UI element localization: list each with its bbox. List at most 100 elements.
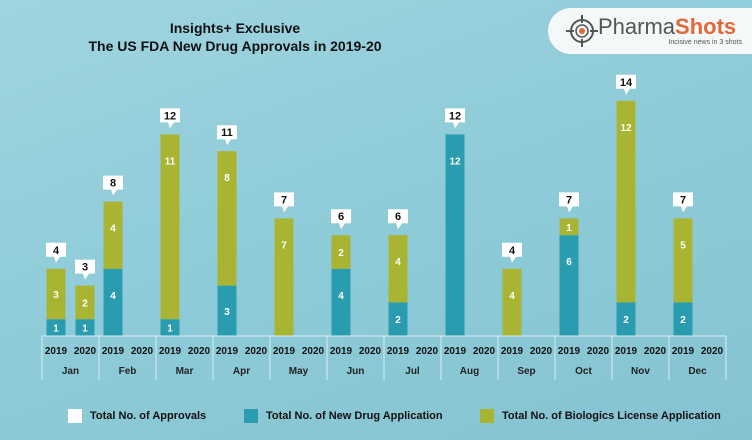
bar-nda	[46, 319, 66, 336]
bar-label-bla: 12	[620, 123, 632, 134]
logo-tagline: Incisive news in 3 shots	[668, 39, 742, 46]
bar-label-nda: 6	[566, 257, 572, 268]
year-label: 2019	[216, 346, 239, 357]
bar-nda	[160, 319, 180, 336]
bar-label-nda: 4	[110, 291, 116, 302]
total-label: 6	[338, 211, 344, 223]
bar-nda	[388, 302, 408, 336]
bar-bla	[559, 218, 579, 236]
total-label: 6	[395, 211, 401, 223]
total-callout	[445, 108, 465, 129]
total-callout	[46, 242, 66, 263]
year-label: 2020	[416, 346, 439, 357]
bar-bla	[160, 134, 180, 320]
bar-label-bla: 2	[338, 248, 344, 259]
total-label: 12	[164, 110, 176, 122]
month-label: Jan	[62, 366, 79, 377]
total-callout	[103, 175, 123, 196]
bar-label-bla: 4	[395, 257, 401, 268]
legend-item-bla: Total No. of Biologics License Applicati…	[480, 409, 721, 423]
year-label: 2019	[45, 346, 68, 357]
month-label: Aug	[460, 366, 479, 377]
total-callout	[75, 259, 95, 280]
bar-label-bla: 5	[680, 240, 686, 251]
bar-bla	[331, 235, 351, 269]
total-callout	[559, 192, 579, 213]
year-label: 2019	[102, 346, 125, 357]
year-label: 2020	[644, 346, 667, 357]
bar-label-bla: 3	[53, 290, 59, 301]
bar-bla	[75, 285, 95, 320]
bar-bla	[673, 218, 693, 303]
total-label: 11	[221, 127, 233, 139]
legend-item-total: Total No. of Approvals	[68, 409, 206, 423]
month-label: Jul	[405, 366, 420, 377]
year-label: 2020	[74, 346, 97, 357]
bar-label-bla: 7	[281, 240, 287, 251]
total-label: 14	[620, 77, 633, 89]
bar-nda	[331, 268, 351, 336]
total-label: 3	[82, 262, 88, 274]
bar-nda	[673, 302, 693, 336]
bar-label-nda: 12	[449, 156, 461, 167]
bar-label-bla: 4	[110, 224, 116, 235]
bar-bla	[388, 235, 408, 303]
total-label: 7	[680, 194, 686, 206]
year-label: 2020	[473, 346, 496, 357]
bar-nda	[616, 302, 636, 336]
bar-label-nda: 2	[395, 315, 401, 326]
year-label: 2020	[188, 346, 211, 357]
chart-supertitle: Insights+ Exclusive	[169, 20, 301, 36]
bar-bla	[502, 268, 522, 336]
chart-title: The US FDA New Drug Approvals in 2019-20	[88, 38, 382, 54]
bar-nda	[217, 285, 237, 336]
bar-bla	[217, 151, 237, 286]
year-label: 2020	[131, 346, 154, 357]
year-label: 2019	[387, 346, 410, 357]
bar-label-nda: 4	[338, 291, 344, 302]
total-label: 7	[566, 194, 572, 206]
year-label: 2019	[615, 346, 638, 357]
total-label: 4	[509, 245, 516, 257]
pharmashots-logo: PharmaShots Incisive news in 3 shots	[548, 8, 752, 54]
year-label: 2020	[245, 346, 268, 357]
bar-bla	[616, 100, 636, 303]
total-callout	[616, 74, 636, 95]
year-label: 2020	[359, 346, 382, 357]
month-label: Nov	[631, 366, 650, 377]
total-callout	[217, 125, 237, 146]
bar-label-bla: 11	[165, 156, 176, 167]
legend-item-nda: Total No. of New Drug Application	[244, 409, 443, 423]
legend-swatch-nda	[244, 409, 258, 423]
year-label: 2020	[587, 346, 610, 357]
month-label: Apr	[233, 366, 250, 377]
bar-label-nda: 2	[623, 315, 629, 326]
bar-label-nda: 2	[680, 315, 686, 326]
bar-nda	[559, 235, 579, 336]
legend-swatch-bla	[480, 409, 494, 423]
year-label: 2019	[558, 346, 581, 357]
bar-label-bla: 2	[82, 298, 88, 309]
month-label: Feb	[119, 366, 137, 377]
total-label: 7	[281, 194, 287, 206]
bar-label-nda: 1	[53, 324, 59, 335]
bar-nda	[103, 268, 123, 336]
year-label: 2019	[672, 346, 695, 357]
total-callout	[331, 209, 351, 230]
year-label: 2019	[444, 346, 467, 357]
bar-bla	[274, 218, 294, 336]
total-label: 8	[110, 178, 116, 190]
bar-bla	[103, 201, 123, 269]
crosshair-icon	[566, 15, 598, 47]
bar-label-bla: 1	[566, 223, 572, 234]
total-callout	[160, 108, 180, 129]
bar-label-nda: 1	[82, 324, 88, 335]
month-label: Sep	[517, 366, 535, 377]
month-label: May	[289, 366, 309, 377]
bar-label-nda: 3	[224, 307, 230, 318]
year-label: 2019	[501, 346, 524, 357]
total-callout	[388, 209, 408, 230]
year-label: 2020	[701, 346, 724, 357]
